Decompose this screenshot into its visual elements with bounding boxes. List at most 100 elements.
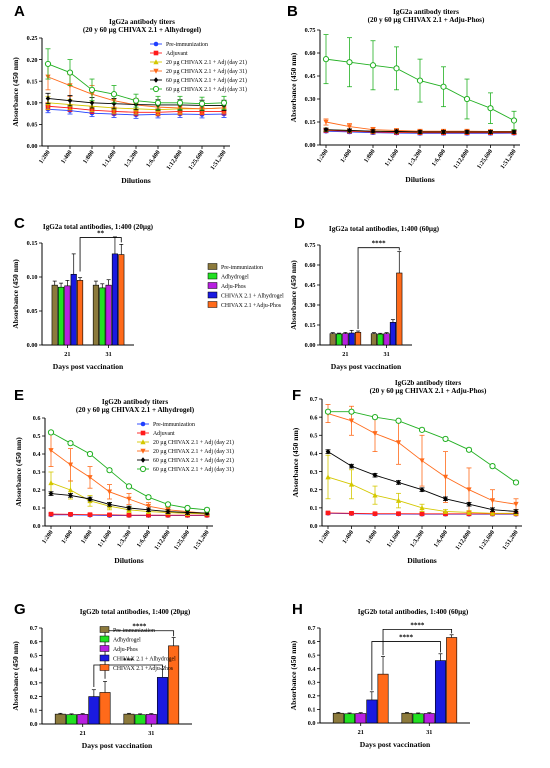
y-tick-label: 0.30 xyxy=(305,96,316,103)
y-tick-label: 0.1 xyxy=(33,505,41,512)
y-tick-label: 0.75 xyxy=(305,242,316,249)
y-tick-label: 0.15 xyxy=(305,119,316,126)
data-point xyxy=(323,119,329,125)
legend-marker xyxy=(153,41,159,47)
significance-bracket xyxy=(371,641,441,691)
data-point xyxy=(323,126,329,133)
data-point xyxy=(164,501,172,508)
x-tick-label: 21 xyxy=(64,351,70,358)
y-tick-label: 0.2 xyxy=(308,693,316,700)
y-tick-label: 0.15 xyxy=(27,240,38,247)
y-tick-label: 0.00 xyxy=(305,142,316,149)
bar xyxy=(377,333,384,346)
data-point xyxy=(443,511,448,517)
x-tick-label: 1:400 xyxy=(339,148,353,164)
data-point xyxy=(48,448,54,454)
panel-letter-c: C xyxy=(14,215,25,232)
data-point xyxy=(88,86,96,93)
legend-label: Pre-immunization xyxy=(153,422,195,428)
y-tick-label: 0.6 xyxy=(33,415,41,422)
y-tick-label: 0.4 xyxy=(308,666,316,673)
data-point xyxy=(395,497,402,503)
significance-label: **** xyxy=(399,634,414,642)
data-point xyxy=(67,487,74,493)
data-point xyxy=(66,69,74,76)
panel-title: IgG2a total antibodies, 1:400 (20µg) xyxy=(43,223,154,231)
legend-marker xyxy=(153,68,159,74)
bar xyxy=(389,322,397,346)
series-6 xyxy=(44,48,228,111)
x-tick-label: 1:1,600 xyxy=(385,529,402,549)
x-tick-label: 1:25,600 xyxy=(187,149,205,171)
data-point xyxy=(67,97,73,104)
bar xyxy=(401,712,413,724)
chart-panel-g: IgG2b total antibodies, 1:400 (20µg) 0.0 0… xyxy=(11,608,192,750)
data-point xyxy=(89,100,95,106)
data-point xyxy=(67,462,74,468)
data-point xyxy=(396,479,401,486)
data-point xyxy=(442,435,449,443)
data-point xyxy=(419,458,425,464)
bar xyxy=(396,272,403,346)
x-axis-label: Days post vaccination xyxy=(82,741,153,750)
legend-swatch xyxy=(99,626,110,633)
legend-marker xyxy=(140,457,146,463)
data-point xyxy=(466,509,472,515)
data-point xyxy=(463,95,471,103)
data-point xyxy=(146,507,151,513)
bar xyxy=(366,699,378,724)
legend-swatch xyxy=(99,654,110,662)
series-4 xyxy=(325,404,519,512)
bar xyxy=(70,273,77,346)
x-tick-label: 31 xyxy=(426,729,432,736)
x-tick-label: 1:51,200 xyxy=(499,148,517,170)
legend-swatch xyxy=(207,263,218,270)
x-tick-label: 1:51,200 xyxy=(501,529,519,551)
y-tick-label: 0.4 xyxy=(33,451,41,458)
x-axis-label: Days post vaccination xyxy=(53,362,124,371)
panel-subtitle: (20 y 60 µg CHIVAX 2.1 + Alhydrogel) xyxy=(83,26,202,34)
y-tick-label: 0.1 xyxy=(308,707,316,714)
significance-label: **** xyxy=(132,623,147,631)
data-point xyxy=(184,504,191,512)
y-tick-label: 0.2 xyxy=(30,694,38,701)
y-tick-label: 0.15 xyxy=(27,78,38,85)
bar xyxy=(354,332,362,346)
chart-panel-b: IgG2a antibody titers(20 y 60 µg CHIVAX … xyxy=(289,8,520,184)
data-point xyxy=(396,511,401,516)
y-tick-label: 0.00 xyxy=(305,342,316,349)
data-point xyxy=(372,431,378,437)
x-tick-label: 1:800 xyxy=(363,148,377,164)
x-tick-label: 1:400 xyxy=(341,529,355,545)
panel-letter-d: D xyxy=(294,215,305,232)
data-point xyxy=(111,100,117,107)
series-5 xyxy=(325,448,519,515)
legend-label: Pre-immunization xyxy=(221,265,263,271)
legend-swatch xyxy=(207,272,218,280)
data-point xyxy=(394,128,399,135)
y-tick-label: 0.60 xyxy=(305,50,316,57)
bar xyxy=(423,713,435,724)
y-tick-label: 0.05 xyxy=(27,308,38,315)
panel-letter-h: H xyxy=(292,601,303,618)
legend-marker xyxy=(140,421,146,427)
data-point xyxy=(370,128,376,134)
legend-label: 20 µg CHIVAX 2.1 + Adj (day 31) xyxy=(166,68,247,75)
significance-label: *** xyxy=(123,657,134,665)
legend-label: 60 µg CHIVAX 2.1 + Adj (day 31) xyxy=(166,86,247,93)
data-point xyxy=(220,99,228,106)
data-point xyxy=(489,463,496,470)
y-tick-label: 0.5 xyxy=(30,653,38,660)
bar xyxy=(434,660,446,724)
panel-letter-e: E xyxy=(14,387,24,404)
x-tick-label: 1:800 xyxy=(365,529,379,545)
x-tick-label: 1:25,600 xyxy=(173,529,191,551)
x-tick-label: 1:6,400 xyxy=(432,529,449,549)
bar xyxy=(118,254,125,346)
data-point xyxy=(349,511,354,516)
legend-marker xyxy=(153,59,159,65)
bar xyxy=(370,333,378,346)
x-axis-label: Dilutions xyxy=(114,556,144,565)
bar xyxy=(54,713,66,725)
